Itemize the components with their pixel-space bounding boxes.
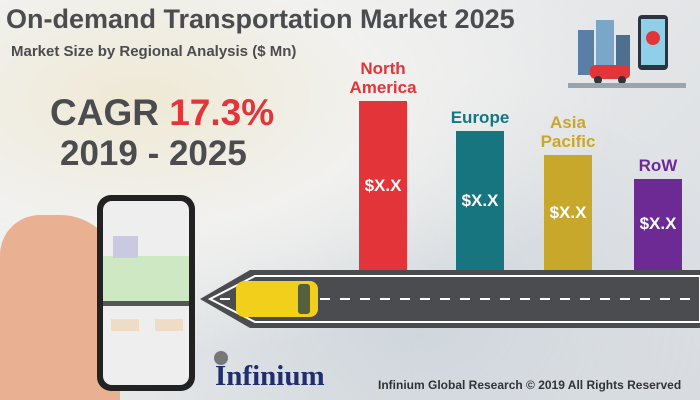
city-car-illustration (568, 15, 686, 88)
bar-north-america: $X.X (359, 101, 407, 270)
cagr-value: 17.3% (169, 92, 275, 133)
category-label: Asia Pacific (540, 113, 596, 152)
cagr-text: CAGR 17.3% (50, 92, 274, 134)
data-label: $X.X (639, 214, 677, 234)
infinium-logo: Infinium (215, 360, 325, 392)
category-label: North America (349, 59, 417, 97)
data-label: $X.X (461, 190, 499, 210)
cagr-period: 2019 - 2025 (60, 134, 247, 173)
category-label: Europe (450, 108, 510, 128)
category-label: RoW (638, 155, 678, 175)
page-title: On-demand Transportation Market 2025 (6, 4, 515, 34)
road-illustration (200, 270, 700, 328)
data-label: $X.X (364, 175, 402, 195)
bar-asia-pacific: $X.X (544, 155, 592, 270)
bar-row: $X.X (634, 178, 682, 270)
van-icon (236, 281, 318, 317)
globe-icon (214, 351, 228, 365)
data-label: $X.X (549, 202, 587, 222)
cagr-label: CAGR (50, 92, 159, 133)
smartphone-map-illustration (97, 195, 195, 391)
chart-subtitle: Market Size by Regional Analysis ($ Mn) (11, 43, 297, 60)
bar-europe: $X.X (456, 131, 504, 270)
copyright: Infinium Global Research © 2019 All Righ… (378, 378, 682, 392)
